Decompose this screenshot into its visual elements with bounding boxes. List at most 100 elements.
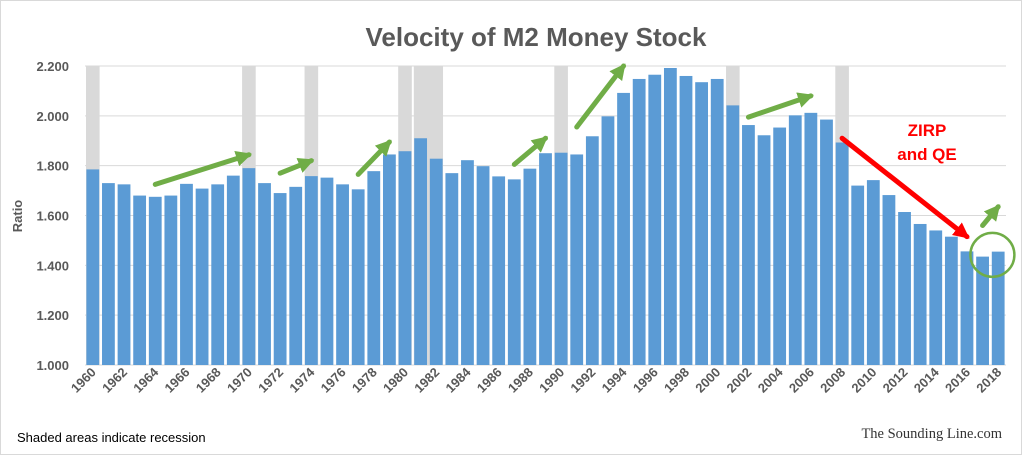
bar-1973 — [289, 186, 303, 365]
bar-1991 — [570, 154, 584, 365]
trend-arrow-6 — [745, 92, 814, 120]
bar-1987 — [507, 179, 521, 365]
bar-1981 — [414, 138, 428, 365]
x-tick-label: 1972 — [255, 365, 286, 396]
x-tick-label: 1982 — [411, 365, 442, 396]
x-tick-label: 1960 — [68, 365, 99, 396]
x-tick-label: 1998 — [661, 365, 692, 396]
x-tick-label: 2012 — [880, 365, 911, 396]
y-tick-label: 1.000 — [36, 358, 69, 373]
bar-2011 — [882, 195, 896, 365]
bar-1968 — [211, 184, 225, 365]
bar-2005 — [788, 115, 802, 366]
x-tick-label: 2002 — [723, 365, 754, 396]
trend-arrow-2 — [277, 157, 315, 176]
bar-1967 — [195, 188, 209, 365]
bar-2003 — [757, 135, 771, 365]
bar-1966 — [180, 183, 193, 365]
x-tick-label: 1970 — [224, 365, 255, 396]
bar-2010 — [866, 180, 880, 365]
bar-1971 — [258, 183, 271, 365]
x-tick-label: 1966 — [162, 365, 193, 396]
bar-1999 — [695, 82, 709, 365]
bar-1979 — [382, 154, 396, 365]
bar-1965 — [164, 195, 178, 365]
bar-1984 — [461, 160, 474, 365]
bar-1985 — [476, 166, 490, 365]
x-tick-label: 2014 — [911, 364, 943, 396]
bar-2018 — [991, 251, 1005, 365]
bar-2013 — [913, 223, 927, 365]
bar-1992 — [585, 136, 599, 365]
bar-2009 — [851, 185, 865, 365]
x-tick-label: 1980 — [380, 365, 411, 396]
bar-1986 — [492, 176, 506, 365]
y-tick-label: 1.200 — [36, 308, 69, 323]
bar-1975 — [320, 177, 334, 365]
trend-arrow-5 — [574, 63, 627, 130]
x-tick-label: 2004 — [755, 364, 787, 396]
y-tick-label: 2.200 — [36, 59, 69, 74]
recent-low-circle — [969, 231, 1016, 279]
bar-2015 — [944, 236, 958, 365]
trend-arrow-3 — [355, 139, 392, 177]
x-tick-label: 1988 — [505, 365, 536, 396]
y-tick-label: 1.600 — [36, 209, 69, 224]
bar-1974 — [304, 176, 318, 365]
bar-1989 — [539, 153, 552, 365]
x-tick-label: 1962 — [99, 365, 130, 396]
bar-2012 — [898, 212, 911, 365]
x-tick-label: 1984 — [443, 364, 475, 396]
bar-1983 — [445, 173, 459, 365]
bar-1994 — [617, 92, 630, 365]
x-tick-label: 1994 — [599, 364, 631, 396]
bar-2004 — [773, 127, 787, 366]
x-tick-label: 1996 — [630, 365, 661, 396]
x-tick-label: 1986 — [474, 365, 505, 396]
bar-1980 — [398, 151, 412, 365]
bar-1972 — [273, 193, 287, 365]
bar-1969 — [226, 175, 240, 365]
y-tick-label: 1.400 — [36, 258, 69, 273]
bar-1961 — [102, 183, 115, 365]
bar-1964 — [148, 196, 162, 365]
x-tick-label: 1968 — [193, 365, 224, 396]
bar-1982 — [429, 158, 443, 365]
zirp-label: ZIRP — [908, 121, 947, 140]
bar-2006 — [804, 112, 818, 366]
chart-title: Velocity of M2 Money Stock — [366, 22, 708, 52]
bar-1962 — [117, 184, 131, 365]
bar-1977 — [351, 189, 365, 365]
bar-1996 — [648, 74, 662, 366]
bar-2002 — [742, 125, 755, 366]
trend-arrow-1 — [152, 150, 252, 187]
qe-label: and QE — [897, 145, 957, 164]
bar-1960 — [86, 169, 100, 365]
x-tick-label: 2006 — [786, 365, 817, 396]
bar-2007 — [820, 119, 833, 365]
x-tick-label: 1978 — [349, 365, 380, 396]
zirp-qe-arrow — [839, 135, 970, 240]
y-tick-label: 1.800 — [36, 159, 69, 174]
trend-arrow-7 — [980, 204, 1001, 228]
bar-2016 — [960, 251, 974, 365]
x-tick-label: 2010 — [848, 365, 879, 396]
bar-1990 — [554, 152, 568, 365]
bar-1998 — [679, 75, 693, 365]
bar-2008 — [835, 142, 849, 365]
bar-1963 — [133, 195, 147, 365]
bar-1988 — [523, 168, 537, 365]
bar-1970 — [242, 168, 256, 365]
bar-1976 — [336, 184, 349, 365]
bar-2017 — [976, 256, 989, 365]
bar-2014 — [929, 230, 943, 365]
bar-2000 — [710, 78, 724, 365]
bar-2001 — [726, 105, 740, 365]
bar-1993 — [601, 116, 615, 365]
trend-arrow-4 — [511, 135, 548, 167]
x-tick-label: 1990 — [536, 365, 567, 396]
x-tick-label: 2000 — [692, 365, 723, 396]
x-tick-label: 2016 — [942, 365, 973, 396]
